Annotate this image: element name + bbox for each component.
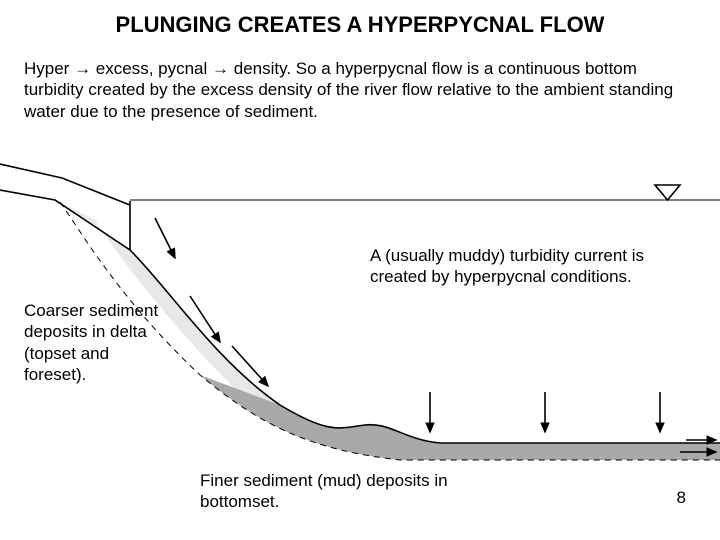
page-number: 8	[677, 488, 686, 508]
label-finer-sediment: Finer sediment (mud) deposits in bottoms…	[200, 470, 460, 513]
intro-paragraph: Hyper → excess, pycnal → density. So a h…	[24, 58, 696, 122]
label-coarser-sediment: Coarser sediment deposits in delta (tops…	[24, 300, 164, 385]
label-turbidity-current: A (usually muddy) turbidity current is c…	[370, 245, 670, 288]
river-top-bank	[0, 164, 130, 205]
water-level-icon	[655, 185, 680, 200]
bottomset-region	[200, 375, 720, 460]
slide: PLUNGING CREATES A HYPERPYCNAL FLOW Hype…	[0, 0, 720, 540]
slide-title: PLUNGING CREATES A HYPERPYCNAL FLOW	[0, 12, 720, 38]
flow-arrow	[155, 218, 175, 258]
